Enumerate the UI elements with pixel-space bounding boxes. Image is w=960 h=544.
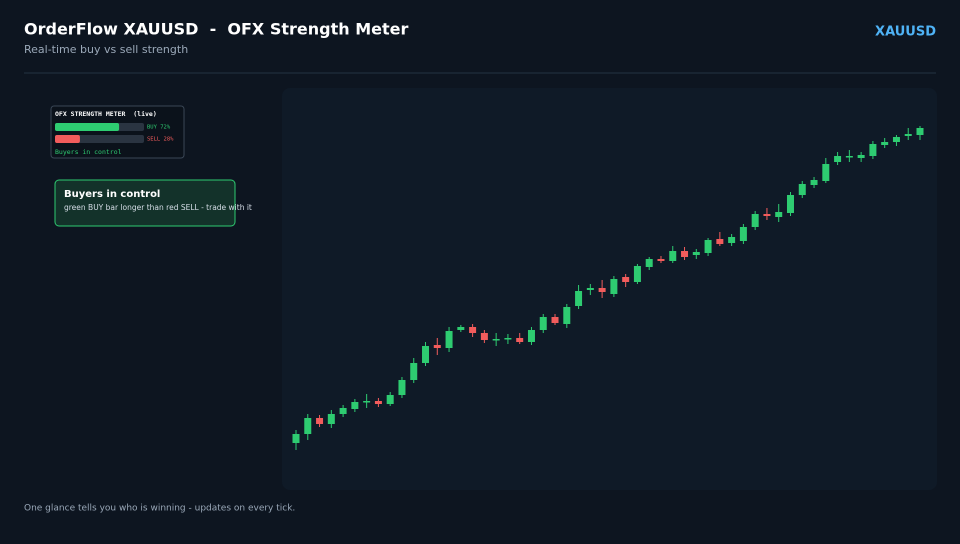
candle-body bbox=[845, 156, 853, 158]
candle-body bbox=[504, 338, 512, 340]
meter-status: Buyers in control bbox=[55, 148, 122, 156]
candle-body bbox=[445, 331, 453, 348]
subtitle: Real-time buy vs sell strength bbox=[24, 43, 188, 56]
candle-body bbox=[657, 259, 665, 261]
title: OrderFlow XAUUSD - OFX Strength Meter bbox=[24, 20, 408, 39]
candle-body bbox=[457, 327, 465, 330]
candle-body bbox=[645, 259, 653, 267]
candles bbox=[292, 126, 924, 450]
candle-body bbox=[563, 307, 571, 324]
meter-fill bbox=[55, 123, 120, 131]
candle-body bbox=[539, 317, 547, 330]
footer: One glance tells you who is winning - up… bbox=[24, 504, 295, 514]
candle-body bbox=[692, 252, 700, 255]
candle-body bbox=[469, 327, 477, 333]
candle-body bbox=[633, 266, 641, 282]
candle-body bbox=[598, 288, 606, 292]
candle-body bbox=[916, 128, 924, 135]
candle-body bbox=[834, 156, 842, 162]
candle-body bbox=[398, 380, 406, 395]
meter-label: BUY 72% bbox=[147, 125, 171, 131]
candle-body bbox=[586, 288, 594, 290]
candle-body bbox=[739, 227, 747, 241]
candle-body bbox=[751, 214, 759, 227]
candle-body bbox=[292, 434, 300, 443]
callout-title: Buyers in control bbox=[64, 189, 160, 200]
meter-bars: BUY 72% SELL 28% bbox=[55, 123, 174, 143]
candle-body bbox=[610, 279, 618, 294]
candle-body bbox=[433, 345, 441, 348]
candle-body bbox=[351, 402, 359, 409]
candle-body bbox=[316, 418, 324, 424]
candle-body bbox=[422, 346, 430, 363]
candle-body bbox=[363, 401, 371, 403]
candle-body bbox=[386, 395, 394, 404]
candle-body bbox=[857, 155, 865, 158]
candle-body bbox=[492, 339, 500, 341]
callout-box bbox=[54, 179, 236, 227]
candle-body bbox=[327, 414, 335, 424]
candle-body bbox=[786, 195, 794, 213]
candle-body bbox=[881, 142, 889, 145]
candle-body bbox=[339, 408, 347, 414]
candle-body bbox=[810, 180, 818, 185]
candle-body bbox=[775, 212, 783, 217]
candle-body bbox=[869, 144, 877, 156]
chart-panel bbox=[282, 88, 937, 490]
candle-body bbox=[763, 214, 771, 216]
candle-body bbox=[551, 317, 559, 323]
candle-body bbox=[304, 418, 312, 434]
candle-body bbox=[704, 240, 712, 253]
candle-body bbox=[728, 237, 736, 243]
candle-body bbox=[669, 251, 677, 261]
candle-body bbox=[527, 330, 535, 342]
candle-body bbox=[374, 401, 382, 404]
candle-body bbox=[575, 291, 583, 306]
candle-body bbox=[822, 164, 830, 181]
candle-body bbox=[681, 251, 689, 257]
candle-body bbox=[716, 239, 724, 244]
candle-body bbox=[516, 338, 524, 342]
meter-title: OFX STRENGTH METER (live) bbox=[55, 110, 157, 118]
candle-body bbox=[798, 184, 806, 195]
candle-body bbox=[622, 277, 630, 282]
candle-body bbox=[892, 137, 900, 142]
candle-body bbox=[480, 333, 488, 340]
symbol: XAUUSD bbox=[875, 25, 936, 40]
meter-label: SELL 28% bbox=[147, 137, 174, 143]
callout-text: green BUY bar longer than red SELL - tra… bbox=[64, 203, 252, 212]
candle-body bbox=[410, 363, 418, 380]
meter-fill bbox=[55, 135, 80, 143]
meter-box bbox=[50, 105, 185, 159]
candle-body bbox=[904, 134, 912, 136]
